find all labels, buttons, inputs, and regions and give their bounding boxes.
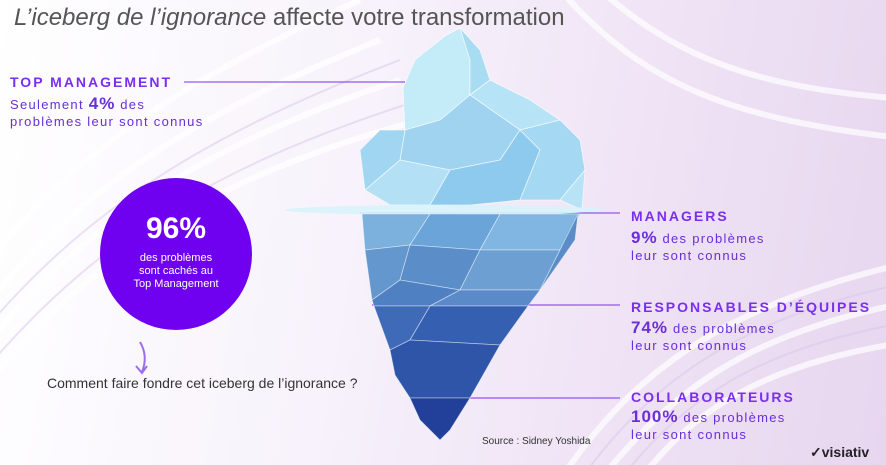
- employees-pct: 100%: [631, 407, 679, 426]
- brand-logo: ✓visiativ: [810, 444, 869, 461]
- circle-line3: Top Management: [133, 278, 219, 290]
- hidden-problems-circle: 96% des problèmes sont cachés au Top Man…: [100, 178, 252, 330]
- checkmark-logo-icon: ✓: [810, 444, 822, 460]
- employees-text: 100% des problèmes leur sont connus: [631, 408, 786, 443]
- title-italic: L’iceberg de l’ignorance: [14, 4, 267, 31]
- top-management-heading: TOP MANAGEMENT: [10, 74, 173, 90]
- top-management-text: Seulement 4% des problèmes leur sont con…: [10, 95, 204, 130]
- top-management-post: des: [115, 97, 146, 112]
- circle-line2: sont cachés au: [139, 265, 213, 277]
- source-credit: Source : Sidney Yoshida: [482, 436, 591, 447]
- managers-rest: des problèmes: [657, 231, 765, 246]
- top-management-pre: Seulement: [10, 97, 89, 112]
- circle-line1: des problèmes: [139, 252, 213, 264]
- managers-line2: leur sont connus: [631, 248, 748, 263]
- team-leads-pct: 74%: [631, 318, 669, 337]
- managers-heading: MANAGERS: [631, 208, 729, 224]
- title-rest: affecte votre transformation: [266, 4, 565, 31]
- top-management-pct: 4%: [88, 94, 116, 113]
- circle-percentage: 96%: [145, 212, 207, 245]
- employees-line2: leur sont connus: [631, 427, 748, 442]
- managers-text: 9% des problèmes leur sont connus: [631, 229, 765, 264]
- arrow-down-icon: [135, 341, 148, 375]
- question-text: Comment faire fondre cet iceberg de l’ig…: [47, 375, 358, 391]
- team-leads-rest: des problèmes: [668, 321, 776, 336]
- brand-name: visiativ: [821, 444, 870, 460]
- top-management-line2: problèmes leur sont connus: [10, 114, 204, 129]
- managers-pct: 9%: [631, 228, 658, 247]
- page-title: L’iceberg de l’ignorance affecte votre t…: [14, 4, 565, 32]
- employees-heading: COLLABORATEURS: [631, 389, 795, 405]
- team-leads-text: 74% des problèmes leur sont connus: [631, 319, 775, 354]
- team-leads-heading: RESPONSABLES D’ÉQUIPES: [631, 299, 872, 315]
- employees-rest: des problèmes: [678, 410, 786, 425]
- circle-caption: des problèmes sont cachés au Top Managem…: [100, 252, 252, 291]
- team-leads-line2: leur sont connus: [631, 338, 748, 353]
